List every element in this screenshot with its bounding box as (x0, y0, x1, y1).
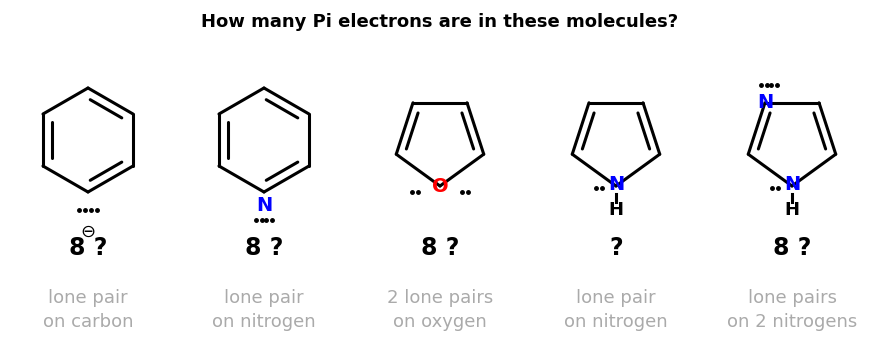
Text: H: H (608, 201, 624, 219)
Text: 8 ?: 8 ? (69, 236, 107, 260)
Text: 2 lone pairs
on oxygen: 2 lone pairs on oxygen (387, 289, 493, 331)
Text: N: N (757, 93, 774, 112)
Text: N: N (608, 174, 624, 193)
Text: H: H (784, 201, 800, 219)
Text: N: N (256, 196, 272, 215)
Text: lone pair
on nitrogen: lone pair on nitrogen (564, 289, 668, 331)
Text: O: O (432, 176, 448, 195)
Text: ⊖: ⊖ (80, 223, 96, 241)
Text: lone pairs
on 2 nitrogens: lone pairs on 2 nitrogens (727, 289, 857, 331)
Text: lone pair
on nitrogen: lone pair on nitrogen (212, 289, 316, 331)
Text: 8 ?: 8 ? (245, 236, 283, 260)
Text: ?: ? (609, 236, 623, 260)
Text: lone pair
on carbon: lone pair on carbon (43, 289, 133, 331)
Text: How many Pi electrons are in these molecules?: How many Pi electrons are in these molec… (202, 13, 678, 31)
Text: N: N (784, 174, 800, 193)
Text: 8 ?: 8 ? (773, 236, 811, 260)
Text: 8 ?: 8 ? (421, 236, 459, 260)
